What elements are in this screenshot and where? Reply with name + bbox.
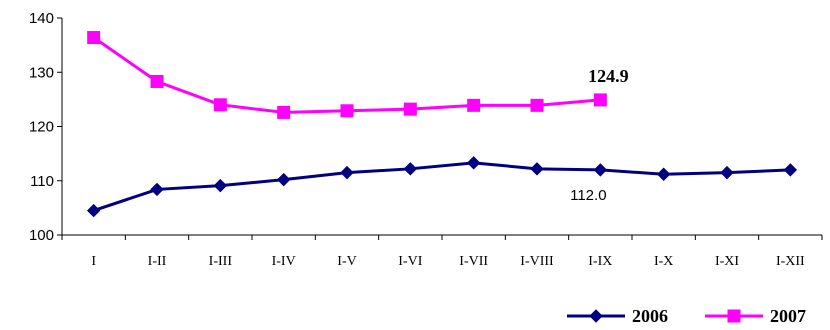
data-point-2007	[593, 93, 607, 107]
data-point-2006	[340, 165, 354, 180]
data-point-2006	[466, 156, 481, 170]
x-tick-label: I-VII	[459, 254, 488, 269]
legend: 2006 2007	[567, 306, 806, 326]
x-tick-label: I-VI	[398, 254, 422, 269]
y-tick-label: 120	[29, 119, 54, 136]
data-point-2006	[213, 178, 228, 193]
data-point-2007	[277, 105, 291, 119]
x-tick-label: I-IV	[272, 254, 296, 269]
data-label-2006: 112.0	[570, 187, 606, 204]
data-point-2006	[276, 172, 291, 187]
series-2007	[87, 31, 607, 119]
data-point-2006	[150, 182, 164, 197]
data-point-2006	[720, 165, 734, 180]
series-2006	[86, 156, 798, 218]
data-point-2006	[403, 162, 418, 176]
x-tick-label: I-V	[337, 254, 356, 269]
x-tick-label: I-XI	[715, 254, 739, 269]
x-tick-label: I-III	[209, 254, 233, 269]
x-tick-label: I-XII	[776, 254, 805, 269]
x-axis-ticks: I I-II I-III I-IV I-V I-VI I-VII I-VIII I-IX I-X I…	[61, 235, 823, 269]
y-axis-ticks: 100 110 120 130 140	[29, 10, 62, 244]
x-tick-label: I-II	[148, 254, 167, 269]
y-tick-label: 110	[30, 173, 54, 190]
data-point-2007	[213, 98, 227, 112]
legend-label: 2007	[770, 306, 806, 326]
x-tick-label: I-VIII	[520, 254, 554, 269]
data-point-2006	[530, 162, 544, 176]
legend-label: 2006	[632, 306, 668, 326]
data-point-2006	[656, 167, 671, 181]
y-tick-label: 100	[29, 227, 54, 244]
series-line-2006	[93, 161, 791, 213]
data-point-2007	[150, 74, 164, 88]
data-point-2007	[403, 102, 417, 116]
data-point-2006	[593, 163, 608, 177]
data-point-2007	[530, 98, 544, 112]
y-tick-label: 130	[29, 64, 54, 81]
legend-marker	[727, 309, 741, 323]
data-point-2006	[86, 203, 101, 218]
data-label-2007: 124.9	[588, 66, 629, 86]
legend-item-2006: 2006	[567, 306, 668, 326]
x-tick-label: I-IX	[588, 254, 612, 269]
legend-marker	[589, 309, 603, 323]
data-point-2007	[87, 31, 101, 45]
series-group	[86, 31, 798, 218]
series-line-2007	[92, 36, 601, 114]
data-point-2006	[783, 163, 798, 177]
legend-item-2007: 2007	[705, 306, 806, 326]
x-tick-label: I	[91, 254, 96, 269]
axes	[61, 18, 822, 236]
data-point-2007	[340, 104, 354, 118]
x-tick-label: I-X	[654, 254, 673, 269]
y-tick-label: 140	[29, 10, 54, 27]
data-labels: 124.9 112.0	[570, 66, 628, 204]
data-point-2007	[467, 98, 481, 112]
